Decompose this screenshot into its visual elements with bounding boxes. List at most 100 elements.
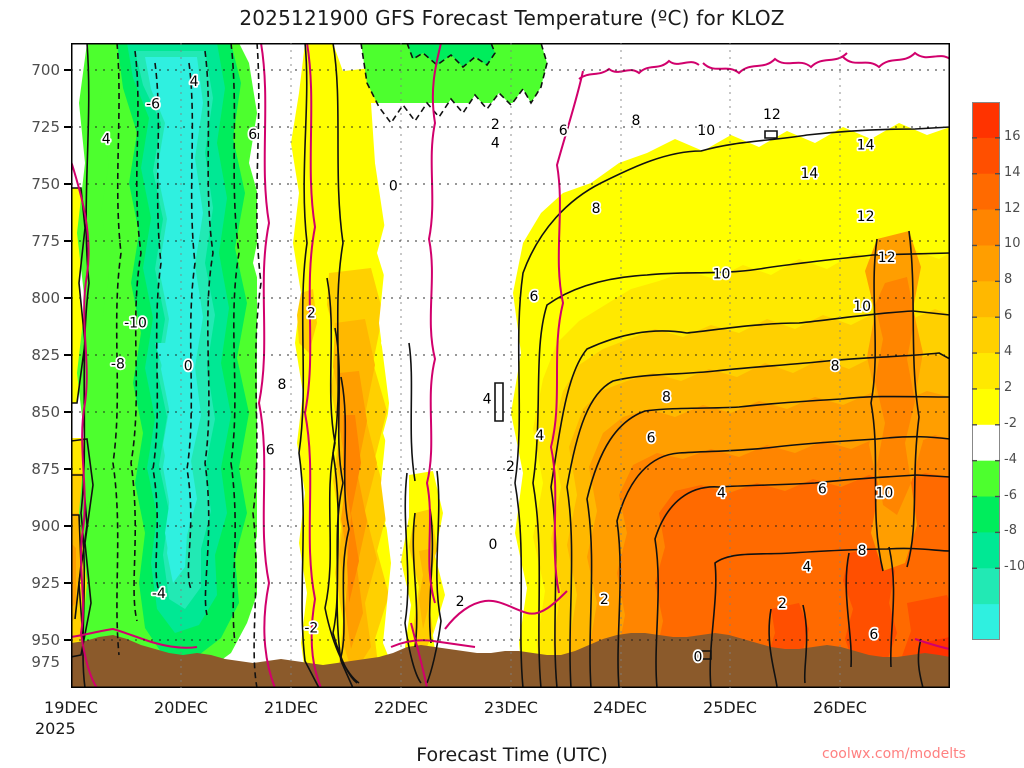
page-title: 2025121900 GFS Forecast Temperature (ºC)… xyxy=(239,6,785,30)
contour-label-halo: 8 xyxy=(631,113,640,129)
contour-label-halo: 2 xyxy=(506,459,515,475)
colorbar-band xyxy=(972,281,1000,318)
contour-label: 6 xyxy=(248,127,257,143)
contour-label: -8 xyxy=(111,357,125,373)
watermark: coolwx.com/modelts xyxy=(822,746,966,762)
colorbar-tick-label: 10 xyxy=(1004,236,1021,252)
contour-label: -4 xyxy=(152,586,166,602)
contour-label-halo: 8 xyxy=(831,359,840,375)
colorbar-band xyxy=(972,137,1000,175)
contour-label: 8 xyxy=(592,201,601,217)
contour-label: 2 xyxy=(506,459,515,475)
contour-label-halo: -6 xyxy=(146,97,160,113)
xtick-22dec: 22DEC xyxy=(374,698,428,717)
ytick-700: 700 xyxy=(31,61,60,79)
contour-label-halo: 8 xyxy=(662,389,671,405)
contour-label-halo: 6 xyxy=(266,443,275,459)
contour-label: 2 xyxy=(778,596,787,612)
ytick-825: 825 xyxy=(31,346,60,364)
contour-label: 6 xyxy=(266,443,275,459)
xtick-25dec: 25DEC xyxy=(703,698,757,717)
contour-label: 6 xyxy=(818,482,827,498)
contour-label: 10 xyxy=(853,299,871,315)
contour-label-halo: 4 xyxy=(803,559,812,575)
colorbar-band xyxy=(972,173,1000,211)
contour-label: 2 xyxy=(456,594,465,610)
contour-label: -2 xyxy=(304,621,318,637)
ytick-775: 775 xyxy=(31,232,60,250)
contour-label: 4 xyxy=(535,428,544,444)
contour-label-halo: 10 xyxy=(713,267,731,283)
contour-label-halo: 12 xyxy=(878,250,896,266)
colorbar-band xyxy=(972,460,1000,498)
ytick-925: 925 xyxy=(31,574,60,592)
contour-label: 8 xyxy=(662,389,671,405)
colorbar-tick-label: 14 xyxy=(1004,164,1021,180)
contour-label-halo: -10 xyxy=(124,316,147,332)
ytick-800: 800 xyxy=(31,289,60,307)
colorbar-tick-label: 4 xyxy=(1004,344,1013,360)
contour-label-halo: 2 xyxy=(600,592,609,608)
colorbar-tick-label: -6 xyxy=(1004,487,1017,503)
xtick-23dec: 23DEC xyxy=(484,698,538,717)
contour-label-halo: 10 xyxy=(875,486,893,502)
contour-label-halo: 0 xyxy=(488,537,497,553)
contour-label-halo: 0 xyxy=(184,359,193,375)
contour-label-halo: 6 xyxy=(248,127,257,143)
contour-label-halo: -4 xyxy=(152,586,166,602)
ytick-975: 975 xyxy=(31,653,60,671)
contour-label-halo: 8 xyxy=(278,377,287,393)
contour-label: 2 xyxy=(491,117,500,133)
contour-label: 12 xyxy=(857,209,875,225)
contour-label: -10 xyxy=(124,316,147,332)
colorbar-band xyxy=(972,317,1000,354)
contour-label-halo: 4 xyxy=(491,135,500,151)
contour-label: 2 xyxy=(600,592,609,608)
contour-label-halo: 4 xyxy=(535,428,544,444)
contour-label: 10 xyxy=(697,123,715,139)
colorbar-band xyxy=(972,604,1000,640)
contour-label: 4 xyxy=(190,74,199,90)
ytick-725: 725 xyxy=(31,118,60,136)
ytick-950: 950 xyxy=(31,631,60,649)
contour-label: 10 xyxy=(875,486,893,502)
contour-label: 4 xyxy=(803,559,812,575)
contour-label-halo: 0 xyxy=(389,178,398,194)
contour-label-halo: 6 xyxy=(869,627,878,643)
colorbar-band xyxy=(972,568,1000,605)
colorbar-tick-label: -8 xyxy=(1004,523,1017,539)
contour-label: 6 xyxy=(559,123,568,139)
contour-label-halo: 6 xyxy=(559,123,568,139)
ytick-900: 900 xyxy=(31,517,60,535)
contour-label-halo: 2 xyxy=(778,596,787,612)
ytick-750: 750 xyxy=(31,175,60,193)
colorbar-band xyxy=(972,388,1000,426)
contour-label-halo: 4 xyxy=(102,131,111,147)
colorbar-band xyxy=(972,102,1000,139)
contour-label: 6 xyxy=(529,289,538,305)
contour-label: 0 xyxy=(184,359,193,375)
ytick-850: 850 xyxy=(31,403,60,421)
contour-label-halo: 8 xyxy=(858,543,867,559)
contour-label: 0 xyxy=(694,649,703,665)
contour-label: 12 xyxy=(878,250,896,266)
colorbar-band xyxy=(972,353,1000,390)
contour-label: 8 xyxy=(831,359,840,375)
colorbar xyxy=(972,102,1000,640)
contour-label: 10 xyxy=(713,267,731,283)
colorbar-band xyxy=(972,496,1000,533)
contour-label-halo: 2 xyxy=(456,594,465,610)
contour-label-halo: 4 xyxy=(190,74,199,90)
colorbar-tick-label: 12 xyxy=(1004,200,1021,216)
contour-label-halo: 10 xyxy=(853,299,871,315)
xtick-19dec: 19DEC xyxy=(44,698,98,717)
colorbar-tick-label: 16 xyxy=(1004,128,1021,144)
contour-label-halo: 6 xyxy=(529,289,538,305)
colorbar-svg xyxy=(972,102,1000,640)
contour-label: 4 xyxy=(102,131,111,147)
contour-label-halo: 10 xyxy=(697,123,715,139)
contour-label-halo: 14 xyxy=(800,166,818,182)
contour-label-halo: 14 xyxy=(857,138,875,154)
